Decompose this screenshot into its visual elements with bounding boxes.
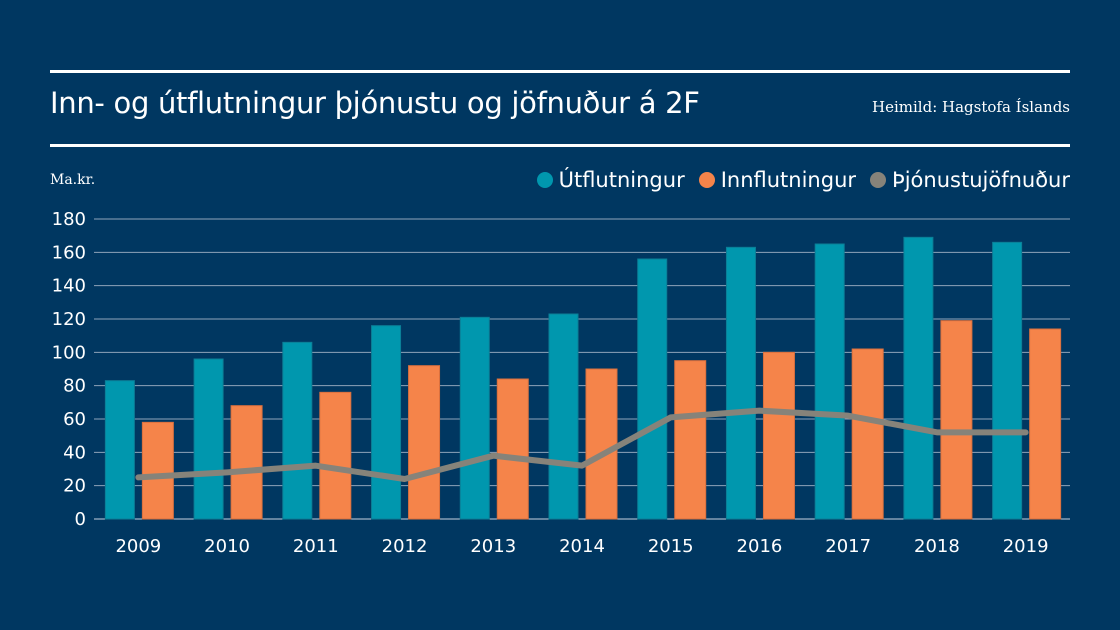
x-tick-label: 2011 bbox=[293, 536, 339, 557]
legend-dot-export-icon bbox=[536, 172, 553, 188]
legend-item-export: Útflutningur bbox=[536, 168, 685, 192]
y-tick-label: 20 bbox=[63, 476, 86, 497]
x-tick-label: 2015 bbox=[648, 536, 694, 557]
bar-export-2017 bbox=[814, 243, 845, 520]
x-tick-label: 2012 bbox=[382, 536, 428, 557]
bar-import-2010 bbox=[230, 405, 263, 520]
bar-import-2011 bbox=[319, 391, 352, 520]
bar-import-2017 bbox=[851, 348, 884, 520]
bar-export-2010 bbox=[193, 358, 224, 520]
y-tick-label: 100 bbox=[52, 342, 86, 363]
y-tick-label: 140 bbox=[52, 276, 86, 297]
y-tick-label: 160 bbox=[52, 242, 86, 263]
source-note: Heimild: Hagstofa Íslands bbox=[872, 98, 1070, 116]
x-tick-label: 2017 bbox=[825, 536, 871, 557]
chart-title: Inn- og útflutningur þjónustu og jöfnuðu… bbox=[50, 86, 700, 120]
legend-dot-import-icon bbox=[698, 172, 715, 188]
bar-export-2015 bbox=[637, 258, 668, 520]
y-tick-label: 120 bbox=[52, 309, 86, 330]
bar-export-2014 bbox=[548, 313, 579, 520]
legend: Útflutningur Innflutningur Þjónustujöfnu… bbox=[523, 168, 1070, 192]
bottom-rule bbox=[50, 144, 1070, 147]
bar-export-2011 bbox=[282, 341, 313, 520]
bar-import-2014 bbox=[585, 368, 618, 520]
bar-import-2009 bbox=[141, 421, 174, 520]
bar-import-2018 bbox=[940, 320, 973, 520]
y-tick-label: 80 bbox=[63, 376, 86, 397]
bar-export-2018 bbox=[903, 236, 934, 520]
x-tick-label: 2009 bbox=[115, 536, 161, 557]
bar-import-2012 bbox=[408, 365, 441, 520]
y-tick-label: 0 bbox=[75, 509, 86, 530]
y-tick-label: 60 bbox=[63, 409, 86, 430]
bar-export-2012 bbox=[371, 325, 402, 520]
x-tick-label: 2019 bbox=[1003, 536, 1049, 557]
y-tick-label: 180 bbox=[52, 209, 86, 230]
x-tick-label: 2010 bbox=[204, 536, 250, 557]
x-tick-label: 2018 bbox=[914, 536, 960, 557]
bar-export-2016 bbox=[725, 246, 756, 520]
balance-line-group bbox=[135, 407, 1029, 482]
top-rule bbox=[50, 70, 1070, 73]
bar-import-2013 bbox=[496, 378, 529, 520]
x-tick-label: 2016 bbox=[737, 536, 783, 557]
balance-line bbox=[135, 407, 1029, 482]
x-tick-labels: 2009 2010 2011 2012 2013 2014 2015 2016 2017 2018… bbox=[115, 536, 1048, 557]
y-axis-label: Ma.kr. bbox=[50, 172, 96, 188]
x-tick-label: 2014 bbox=[559, 536, 605, 557]
bar-import-2016 bbox=[762, 351, 795, 520]
legend-item-import: Innflutningur bbox=[698, 168, 857, 192]
legend-item-balance: Þjónustujöfnuður bbox=[870, 168, 1070, 192]
bar-export-2019 bbox=[992, 241, 1023, 520]
bar-export-2013 bbox=[459, 316, 490, 520]
bars bbox=[104, 236, 1062, 520]
bar-import-2015 bbox=[674, 360, 707, 520]
legend-label-export: Útflutningur bbox=[558, 168, 685, 192]
y-tick-labels: 0 20 40 60 80 100 120 140 160 180 bbox=[52, 209, 86, 530]
legend-label-import: Innflutningur bbox=[720, 168, 857, 192]
legend-label-balance: Þjónustujöfnuður bbox=[892, 168, 1070, 192]
y-tick-label: 40 bbox=[63, 442, 86, 463]
x-tick-label: 2013 bbox=[470, 536, 516, 557]
legend-dot-balance-icon bbox=[870, 172, 887, 188]
bar-export-2009 bbox=[104, 380, 135, 520]
bar-import-2019 bbox=[1029, 328, 1062, 520]
